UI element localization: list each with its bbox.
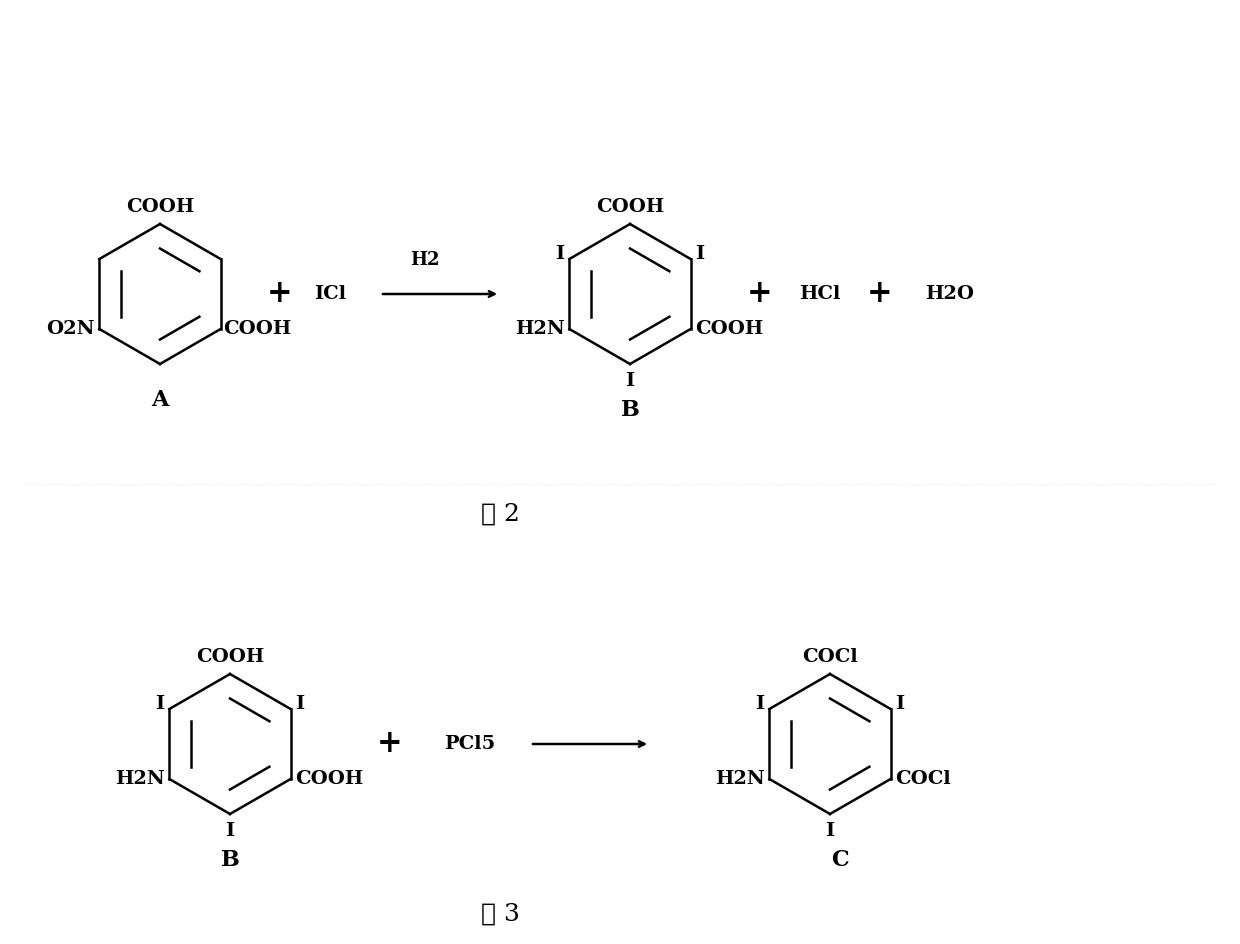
Text: H2: H2 [410, 251, 440, 269]
Text: COOH: COOH [596, 198, 665, 216]
Text: COOH: COOH [196, 648, 264, 666]
Text: I: I [895, 695, 905, 713]
Text: +: + [267, 278, 293, 310]
Text: I: I [295, 695, 305, 713]
Text: +: + [377, 729, 403, 760]
Text: 式 2: 式 2 [481, 502, 520, 526]
Text: B: B [620, 399, 640, 421]
Text: H2N: H2N [114, 770, 165, 788]
Text: I: I [226, 822, 234, 840]
Text: H2O: H2O [925, 285, 975, 303]
Text: 式 3: 式 3 [481, 902, 520, 925]
Text: H2N: H2N [714, 770, 764, 788]
Text: COOH: COOH [126, 198, 195, 216]
Text: C: C [831, 849, 849, 871]
Text: +: + [867, 278, 893, 310]
Text: I: I [826, 822, 835, 840]
Text: ICl: ICl [314, 285, 346, 303]
Text: PCl5: PCl5 [444, 735, 496, 753]
Text: COOH: COOH [295, 770, 363, 788]
Text: H2N: H2N [515, 320, 564, 338]
Text: COCl: COCl [895, 770, 951, 788]
Text: I: I [755, 695, 764, 713]
Text: COOH: COOH [223, 320, 291, 338]
Text: HCl: HCl [800, 285, 841, 303]
Text: I: I [155, 695, 165, 713]
Text: I: I [625, 372, 635, 390]
Text: B: B [221, 849, 239, 871]
Text: I: I [696, 245, 704, 263]
Text: +: + [748, 278, 773, 310]
Text: COCl: COCl [802, 648, 858, 666]
Text: O2N: O2N [46, 320, 94, 338]
Text: A: A [151, 389, 169, 411]
Text: I: I [556, 245, 564, 263]
Text: COOH: COOH [696, 320, 764, 338]
